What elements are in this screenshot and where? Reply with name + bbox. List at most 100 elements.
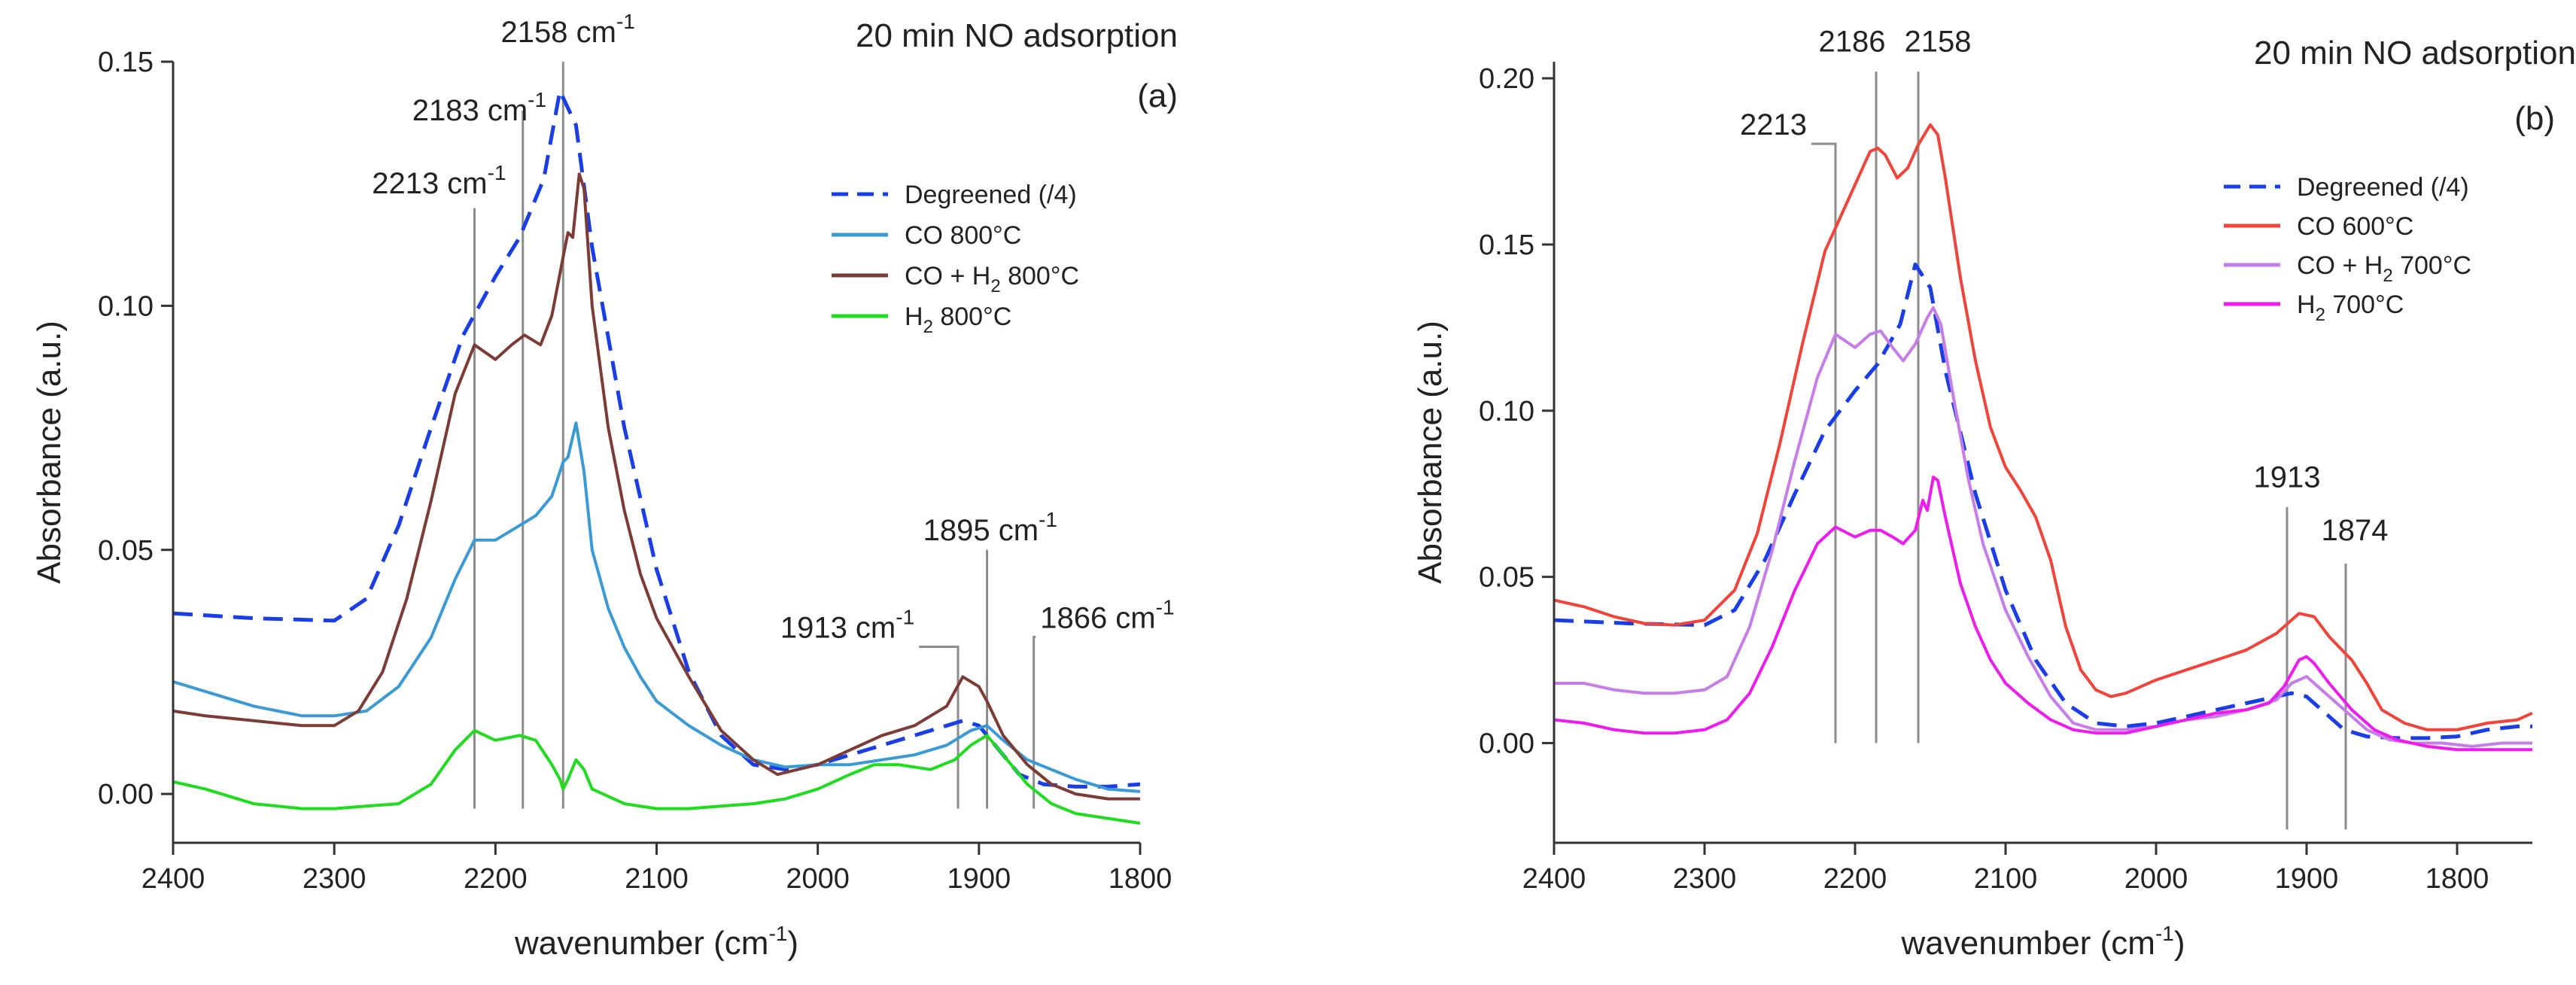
y-tick-label: 0.10 [98,290,154,322]
peak-label: 2158 cm-1 [501,10,635,49]
peak-label-text: 2183 cm [412,94,528,127]
peak-label-sup: -1 [896,606,914,629]
peak-label-sup: -1 [488,161,506,184]
x-axis-label: wavenumber (cm-1) [514,922,798,962]
peak-leader-line [1033,636,1036,648]
chart-panel-a: 2400 2300 2200 2100 2000 1900 1800 0.00 0.05 0.10… [31,10,1178,962]
series-line [173,89,1140,789]
x-tick-label: 2400 [1522,863,1586,895]
series-line [1554,476,2532,752]
series-line [1554,306,2532,748]
peak-label: 2158 [1905,26,1972,59]
peak-label-sup: -1 [1039,508,1057,531]
peak-leader-line [919,646,960,649]
peak-label-sup: -1 [1156,596,1175,619]
legend-label-text: CO + H [2297,251,2383,280]
chart-title: 20 min NO adsorption [2254,35,2576,71]
legend-label-text: CO 800°C [905,221,1021,250]
legend-label-text: Degreened (/4) [905,181,1077,209]
legend-label: CO 600°C [2297,212,2413,241]
peak-label-text: 2158 [1905,26,1972,59]
legend-label-sub: 2 [923,317,933,337]
legend-label-text: CO 600°C [2297,212,2413,241]
legend-label-text: Degreened (/4) [2297,173,2469,202]
legend-label-end: 700°C [2393,251,2471,280]
peak-label-text: 1913 [2254,461,2321,494]
peak-label: 1913 cm-1 [780,606,914,645]
series-group [173,89,1140,825]
legend-label-sub: 2 [990,276,1000,296]
peak-label-text: 2158 cm [501,16,616,49]
x-tick-label: 1900 [2275,863,2339,895]
peak-label: 2186 [1819,26,1886,59]
peak-label-sup: -1 [528,88,546,111]
x-tick-label: 2100 [1974,863,2038,895]
legend-label-sub: 2 [2383,266,2392,286]
series-line [173,421,1140,793]
y-tick-label: 0.20 [1479,63,1534,95]
chart-title: 20 min NO adsorption [856,17,1178,54]
x-tick-label: 1800 [1109,863,1172,895]
x-axis-label-sup: -1 [2155,922,2174,945]
panel-label: (b) [2514,100,2555,137]
legend-label: Degreened (/4) [2297,173,2469,202]
x-axis-label: wavenumber (cm-1) [1901,922,2185,962]
chart-panel-b: 2400 2300 2200 2100 2000 1900 1800 0.00 0.05 0.10… [1412,26,2576,962]
legend-label-end: 800°C [1001,262,1079,290]
peak-label-text: 1913 cm [780,612,896,645]
peak-label: 1913 [2254,461,2321,494]
y-tick-label: 0.15 [98,47,154,78]
x-tick-label: 2300 [303,863,366,895]
legend-label: H2 800°C [905,302,1011,337]
series-line [1554,123,2532,731]
legend-label-end: 700°C [2325,290,2404,319]
legend-label-end: 800°C [933,302,1011,331]
peak-label: 2213 [1740,108,1807,141]
x-axis-label-text: wavenumber (cm [1901,925,2155,962]
peak-label: 1895 cm-1 [923,508,1057,547]
x-tick-label: 2200 [1823,863,1887,895]
peak-label: 1866 cm-1 [1040,596,1174,635]
x-tick-label: 2200 [464,863,528,895]
peak-label: 1874 [2322,514,2389,547]
x-tick-label: 1900 [947,863,1011,895]
legend-label: CO 800°C [905,221,1021,250]
y-axis-label: Absorbance (a.u.) [1412,321,1449,584]
x-tick-label: 1800 [2425,863,2489,895]
series-group [1554,123,2532,752]
peak-label-text: 1866 cm [1040,602,1155,635]
series-line [173,172,1140,801]
x-axis-label-text: wavenumber (cm [514,925,768,962]
legend-label-sub: 2 [2316,305,2325,325]
peak-label-text: 2213 [1740,108,1807,141]
y-tick-label: 0.00 [1479,728,1534,759]
peak-label-text: 2213 cm [372,167,487,200]
x-axis-label-sup: -1 [768,922,787,945]
legend-label: CO + H2 800°C [905,262,1079,296]
peak-label-text: 2186 [1819,26,1886,59]
x-axis-label-end: ) [787,925,798,962]
peak-label-text: 1895 cm [923,514,1039,547]
x-tick-label: 2300 [1673,863,1737,895]
panel-label: (a) [1137,78,1178,114]
y-tick-label: 0.00 [98,779,154,810]
y-tick-label: 0.05 [1479,562,1534,594]
x-tick-label: 2400 [141,863,205,895]
series-line [173,728,1140,825]
y-axis-label: Absorbance (a.u.) [31,321,68,584]
x-tick-label: 2000 [2124,863,2188,895]
peak-label-text: 1874 [2322,514,2389,547]
peak-label: 2213 cm-1 [372,161,506,200]
x-axis-label-end: ) [2174,925,2185,962]
x-tick-label: 2100 [625,863,689,895]
y-tick-label: 0.05 [98,535,154,567]
x-tick-label: 2000 [786,863,850,895]
legend-label-text: CO + H [905,262,990,290]
series-line [1554,262,2532,740]
legend-label: H2 700°C [2297,290,2404,325]
legend-label-text: H [905,302,923,331]
peak-label-sup: -1 [616,10,635,33]
legend-label: CO + H2 700°C [2297,251,2471,286]
